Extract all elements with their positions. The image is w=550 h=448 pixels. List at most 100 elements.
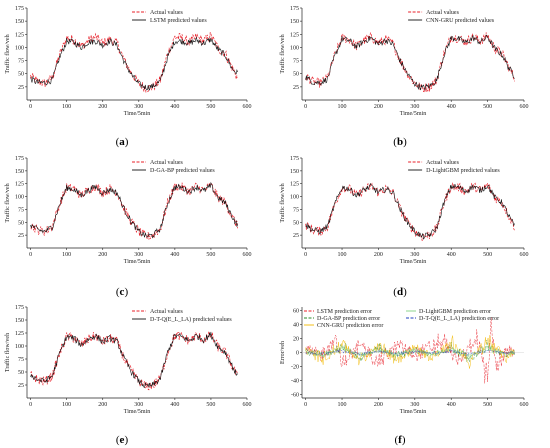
y-tick-label: 50 bbox=[293, 72, 299, 78]
x-tick-label: 300 bbox=[134, 402, 143, 408]
series-line-0 bbox=[305, 182, 515, 241]
x-axis-title: Time/5min bbox=[124, 111, 150, 117]
y-tick-label: 75 bbox=[293, 207, 299, 213]
y-tick-label: 50 bbox=[18, 72, 24, 78]
x-tick-label: 600 bbox=[520, 402, 529, 408]
series-line-0 bbox=[30, 330, 238, 391]
legend-label: D-T-Q(E_L_LA) predicted values bbox=[150, 316, 232, 323]
panel-label-d: (d) bbox=[393, 286, 407, 298]
y-tick-label: 175 bbox=[290, 156, 299, 162]
y-tick-label: 25 bbox=[293, 85, 299, 91]
y-tick-label: 50 bbox=[18, 370, 24, 376]
x-tick-label: 500 bbox=[483, 104, 492, 110]
x-tick-label: 400 bbox=[447, 104, 456, 110]
x-axis-title: Time/5min bbox=[124, 409, 150, 415]
x-tick-label: 100 bbox=[62, 252, 71, 258]
y-tick-label: 25 bbox=[18, 383, 24, 389]
x-tick-label: 600 bbox=[520, 252, 529, 258]
panel-label-f: (f) bbox=[394, 434, 405, 446]
x-tick-label: 500 bbox=[483, 402, 492, 408]
x-tick-label: 500 bbox=[206, 402, 215, 408]
y-tick-label: 100 bbox=[15, 45, 24, 51]
chart-panel-d: 0 100 200 300 400 500 600 25 50 75 100 125 150 175 Tim… bbox=[279, 156, 529, 265]
series-line-1 bbox=[305, 182, 515, 240]
x-tick-label: 200 bbox=[98, 104, 107, 110]
series-line-1 bbox=[305, 34, 515, 91]
legend-label: Actual values bbox=[150, 309, 183, 315]
y-axis-title: Traffic flow/veh bbox=[279, 34, 286, 73]
y-tick-label: -40 bbox=[291, 379, 299, 385]
x-tick-label: 400 bbox=[170, 252, 179, 258]
y-tick-label: 150 bbox=[15, 19, 24, 25]
y-axis-title: Traffic flow/veh bbox=[4, 34, 11, 73]
y-tick-label: 150 bbox=[15, 169, 24, 175]
y-tick-label: 150 bbox=[15, 318, 24, 324]
series-line-1 bbox=[30, 36, 238, 91]
panel-label-b: (b) bbox=[393, 136, 407, 148]
y-axis-title: Traffic flow/veh bbox=[4, 333, 11, 372]
panel-label-e: (e) bbox=[116, 434, 129, 446]
x-tick-label: 300 bbox=[134, 252, 143, 258]
legend-label: D-GA-BP predicted values bbox=[150, 168, 215, 174]
series-line-0 bbox=[305, 32, 515, 93]
y-tick-label: 60 bbox=[293, 309, 299, 315]
legend-label: Actual values bbox=[150, 160, 183, 166]
series-line-1 bbox=[30, 331, 238, 388]
x-tick-label: 100 bbox=[62, 104, 71, 110]
series-line-0 bbox=[305, 317, 515, 384]
legend-label: D-LightGBM prediction error bbox=[419, 309, 491, 315]
y-tick-label: 150 bbox=[290, 169, 299, 175]
chart-panel-e: 0 100 200 300 400 500 600 25 50 75 100 125 150 175 Tim… bbox=[4, 305, 252, 415]
series-line-0 bbox=[30, 181, 238, 240]
series-line-1 bbox=[30, 181, 238, 239]
x-tick-label: 300 bbox=[410, 402, 419, 408]
x-tick-label: 0 bbox=[304, 402, 307, 408]
y-axis-title: Error/veh bbox=[280, 341, 286, 364]
y-tick-label: 125 bbox=[15, 331, 24, 337]
x-tick-label: 600 bbox=[520, 104, 529, 110]
legend-label: D-T-Q(E_L_LA) prediction error bbox=[419, 315, 499, 322]
chart-panel-b: 0 100 200 300 400 500 600 25 50 75 100 125 150 175 Tim… bbox=[279, 6, 529, 117]
legend-label: D-LightGBM predicted values bbox=[426, 168, 500, 174]
y-tick-label: 75 bbox=[293, 59, 299, 65]
y-tick-label: 125 bbox=[290, 32, 299, 38]
y-axis-title: Traffic flow/veh bbox=[279, 183, 286, 222]
y-tick-label: 175 bbox=[290, 6, 299, 12]
y-tick-label: 125 bbox=[290, 182, 299, 188]
legend-label: Actual values bbox=[426, 10, 459, 16]
x-tick-label: 400 bbox=[170, 402, 179, 408]
x-tick-label: 100 bbox=[338, 104, 347, 110]
y-tick-label: 175 bbox=[15, 305, 24, 311]
series-line-3 bbox=[305, 345, 515, 360]
x-tick-label: 600 bbox=[243, 104, 252, 110]
x-tick-label: 100 bbox=[62, 402, 71, 408]
y-tick-label: 25 bbox=[18, 85, 24, 91]
series-line-4 bbox=[305, 349, 515, 357]
x-axis-title: Time/5min bbox=[124, 259, 150, 265]
x-tick-label: 400 bbox=[447, 252, 456, 258]
series-line-0 bbox=[30, 31, 238, 93]
y-tick-label: 20 bbox=[293, 337, 299, 343]
chart-panel-c: 0 100 200 300 400 500 600 25 50 75 100 125 150 175 Tim… bbox=[4, 156, 252, 265]
x-axis-title: Time/5min bbox=[400, 409, 426, 415]
y-tick-label: 50 bbox=[18, 220, 24, 226]
x-tick-label: 0 bbox=[29, 104, 32, 110]
y-tick-label: 100 bbox=[15, 195, 24, 201]
x-tick-label: 500 bbox=[206, 104, 215, 110]
x-tick-label: 300 bbox=[134, 104, 143, 110]
y-tick-label: 100 bbox=[290, 195, 299, 201]
x-tick-label: 0 bbox=[304, 104, 307, 110]
x-tick-label: 300 bbox=[410, 104, 419, 110]
legend-label: LSTM predicted values bbox=[150, 18, 207, 24]
x-tick-label: 200 bbox=[374, 402, 383, 408]
y-tick-label: -20 bbox=[291, 365, 299, 371]
y-tick-label: 150 bbox=[290, 19, 299, 25]
y-tick-label: 175 bbox=[15, 156, 24, 162]
x-axis-title: Time/5min bbox=[400, 111, 426, 117]
y-tick-label: 175 bbox=[15, 6, 24, 12]
x-tick-label: 600 bbox=[243, 252, 252, 258]
y-tick-label: 100 bbox=[290, 45, 299, 51]
y-tick-label: -60 bbox=[291, 393, 299, 399]
legend-label: CNN-GRU prediction error bbox=[317, 323, 383, 329]
